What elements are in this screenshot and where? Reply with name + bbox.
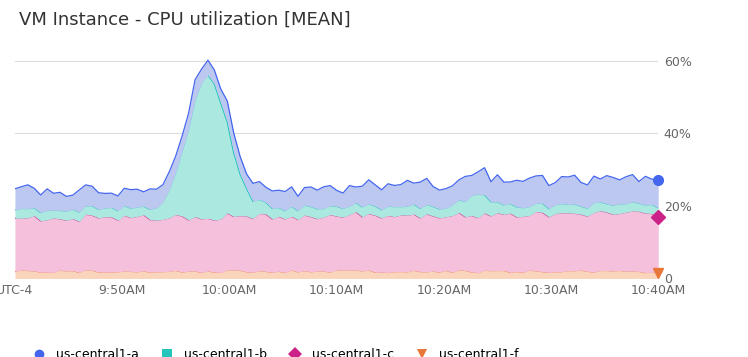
Legend: us-central1-a, us-central1-b, us-central1-c, us-central1-f: us-central1-a, us-central1-b, us-central… [21,343,524,357]
Text: VM Instance - CPU utilization [MEAN]: VM Instance - CPU utilization [MEAN] [19,11,350,29]
